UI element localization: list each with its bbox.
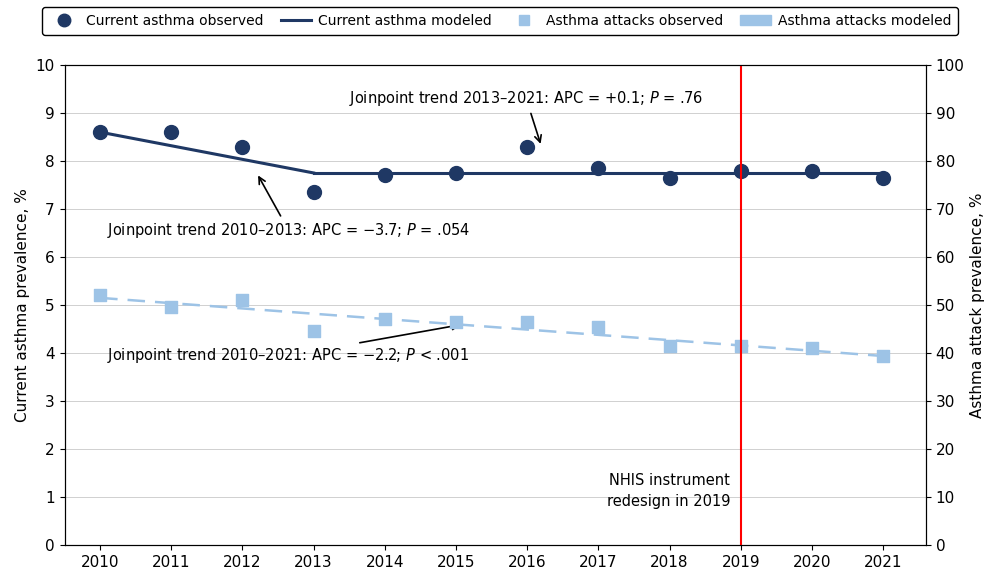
Point: [804, 166, 820, 176]
Point: [234, 142, 250, 152]
Y-axis label: Asthma attack prevalence, %: Asthma attack prevalence, %: [970, 192, 985, 418]
Point: [875, 351, 891, 360]
Legend: Current asthma observed, Current asthma modeled, Asthma attacks observed, Asthma: Current asthma observed, Current asthma …: [42, 7, 958, 35]
Point: [306, 327, 322, 336]
Point: [448, 168, 464, 178]
Point: [590, 322, 606, 331]
Point: [163, 128, 179, 137]
Point: [234, 295, 250, 305]
Text: Joinpoint trend 2013–2021: APC = +0.1; $P$ = .76: Joinpoint trend 2013–2021: APC = +0.1; $…: [349, 89, 703, 142]
Point: [448, 317, 464, 326]
Point: [306, 188, 322, 197]
Text: Joinpoint trend 2010–2021: APC = −2.2; $P$ < .001: Joinpoint trend 2010–2021: APC = −2.2; $…: [107, 323, 469, 365]
Point: [92, 128, 108, 137]
Point: [733, 166, 749, 176]
Point: [590, 163, 606, 173]
Point: [519, 142, 535, 152]
Point: [163, 303, 179, 312]
Point: [519, 317, 535, 326]
Text: Joinpoint trend 2010–2013: APC = −3.7; $P$ = .054: Joinpoint trend 2010–2013: APC = −3.7; $…: [107, 177, 470, 240]
Y-axis label: Current asthma prevalence, %: Current asthma prevalence, %: [15, 188, 30, 422]
Point: [92, 291, 108, 300]
Point: [377, 315, 393, 324]
Point: [733, 341, 749, 350]
Text: NHIS instrument
redesign in 2019: NHIS instrument redesign in 2019: [607, 473, 730, 509]
Point: [804, 343, 820, 353]
Point: [662, 341, 678, 350]
Point: [377, 171, 393, 180]
Point: [662, 173, 678, 183]
Point: [875, 173, 891, 183]
